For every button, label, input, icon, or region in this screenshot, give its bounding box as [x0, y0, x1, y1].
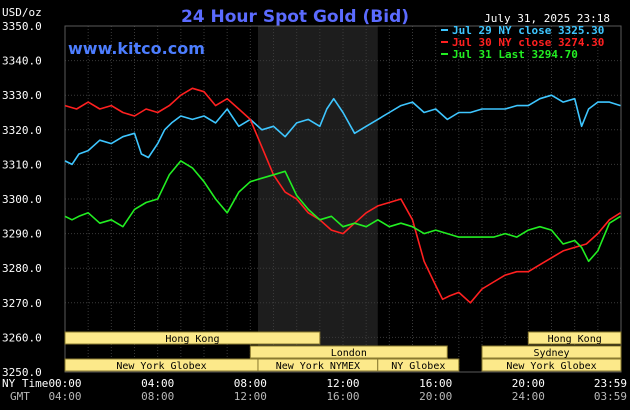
legend-swatch — [441, 53, 448, 55]
x-tick-label: 23:59 — [594, 377, 627, 390]
x-tick-label-gmt: 20:00 — [419, 390, 452, 403]
x-tick-label: 16:00 — [419, 377, 452, 390]
x-tick-label-gmt: 03:59 — [594, 390, 627, 403]
series-line-1 — [64, 94, 621, 166]
legend-entry: Jul 30 NY close 3274.30 — [452, 36, 604, 49]
x-tick-label-gmt: 04:00 — [48, 390, 81, 403]
x-tick-label: 12:00 — [326, 377, 359, 390]
x-tick-label-gmt: 08:00 — [141, 390, 174, 403]
session-label: NY Globex — [391, 361, 445, 372]
session-label: New York Globex — [116, 361, 206, 372]
session-bar — [377, 358, 460, 372]
x-tick-label-gmt: 12:00 — [234, 390, 267, 403]
chart-title: 24 Hour Spot Gold (Bid) — [181, 7, 409, 27]
session-bar — [527, 331, 622, 345]
x-tick-label: 04:00 — [141, 377, 174, 390]
series-line-3 — [64, 160, 621, 263]
x-tick-label-gmt: 24:00 — [512, 390, 545, 403]
x-axis-label-nytime: NY Time — [2, 377, 48, 390]
y-tick-label: 3280.0 — [2, 262, 42, 275]
legend-swatch — [441, 41, 448, 43]
y-tick-label: 3300.0 — [2, 193, 42, 206]
y-tick-label: 3250.0 — [2, 366, 42, 379]
session-bar — [481, 358, 622, 372]
session-label: Sydney — [533, 348, 569, 359]
session-label: New York Globex — [506, 361, 596, 372]
session-label: Hong Kong — [548, 334, 602, 345]
y-tick-label: 3260.0 — [2, 331, 42, 344]
legend-entry: Jul 31 Last 3294.70 — [452, 48, 578, 61]
timestamp: July 31, 2025 23:18 — [484, 12, 610, 25]
session-label: London — [331, 348, 367, 359]
session-bar — [64, 331, 321, 345]
y-unit-label: USD/oz — [2, 6, 42, 19]
x-tick-label: 20:00 — [512, 377, 545, 390]
source-watermark: www.kitco.com — [68, 39, 205, 58]
x-tick-label-gmt: 16:00 — [326, 390, 359, 403]
session-label: Hong Kong — [165, 334, 219, 345]
y-tick-label: 3350.0 — [2, 20, 42, 33]
y-tick-label: 3270.0 — [2, 297, 42, 310]
plot-frame — [64, 25, 622, 373]
x-tick-label: 00:00 — [48, 377, 81, 390]
series-line-2 — [64, 87, 621, 304]
session-bar — [249, 345, 448, 359]
session-label: New York NYMEX — [276, 361, 360, 372]
y-tick-label: 3330.0 — [2, 89, 42, 102]
y-tick-label: 3340.0 — [2, 55, 42, 68]
session-bar — [481, 345, 622, 359]
legend-swatch — [441, 29, 448, 31]
x-axis-label-gmt: GMT — [10, 390, 30, 403]
y-tick-label: 3290.0 — [2, 228, 42, 241]
x-tick-label: 08:00 — [234, 377, 267, 390]
y-tick-label: 3320.0 — [2, 124, 42, 137]
y-tick-label: 3310.0 — [2, 158, 42, 171]
legend-entry: Jul 29 NY close 3325.30 — [452, 24, 604, 37]
